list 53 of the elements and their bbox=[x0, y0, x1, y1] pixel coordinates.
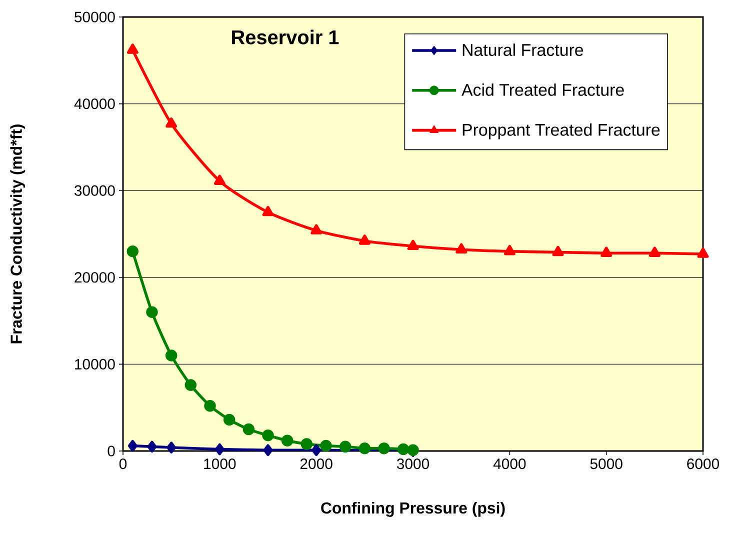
x-tick-label: 3000 bbox=[396, 458, 430, 470]
point bbox=[281, 434, 294, 446]
point bbox=[214, 443, 224, 456]
point bbox=[378, 442, 390, 454]
point bbox=[300, 438, 313, 450]
point bbox=[242, 423, 255, 436]
point bbox=[320, 440, 332, 452]
point bbox=[697, 248, 709, 258]
y-tick-label: 10000 bbox=[75, 358, 115, 370]
x-tick-label: 1000 bbox=[204, 458, 236, 470]
legend-label: Proppant Treated Fracture bbox=[462, 123, 660, 140]
annotation: Reservoir 1 bbox=[232, 30, 339, 44]
x-axis-title: Confining Pressure (psi) bbox=[321, 502, 505, 517]
x-tick-label: 0 bbox=[119, 458, 127, 470]
y-tick-label: 50000 bbox=[74, 12, 115, 22]
legend-label: Natural Fracture bbox=[462, 44, 584, 56]
point bbox=[166, 442, 176, 454]
x-tick-label: 6000 bbox=[687, 458, 720, 470]
x-tick-label: 4000 bbox=[493, 458, 526, 470]
point bbox=[126, 44, 138, 54]
y-tick-label: 40000 bbox=[74, 98, 115, 110]
point bbox=[263, 444, 273, 456]
point bbox=[504, 244, 516, 256]
point bbox=[456, 243, 468, 254]
point bbox=[165, 350, 178, 362]
y-axis-title: Fracture Conductivity (md*ft) bbox=[10, 124, 26, 344]
point bbox=[310, 224, 322, 234]
point bbox=[128, 440, 138, 452]
point bbox=[600, 246, 612, 257]
point bbox=[312, 444, 322, 456]
point bbox=[358, 442, 371, 454]
point bbox=[262, 206, 274, 216]
point bbox=[648, 246, 660, 257]
point bbox=[552, 246, 564, 256]
point bbox=[214, 174, 226, 185]
point bbox=[204, 400, 216, 412]
x-tick-label: 2000 bbox=[300, 458, 332, 470]
y-tick-label: 20000 bbox=[74, 272, 115, 283]
point bbox=[397, 443, 410, 456]
x-tick-label: 5000 bbox=[590, 458, 622, 470]
point bbox=[146, 306, 158, 318]
point bbox=[147, 440, 157, 453]
y-tick-label: 0 bbox=[108, 446, 115, 456]
y-tick-label: 30000 bbox=[74, 185, 115, 196]
point bbox=[358, 234, 370, 245]
point bbox=[184, 379, 197, 391]
point bbox=[407, 240, 419, 250]
point bbox=[223, 414, 236, 426]
point bbox=[166, 117, 178, 128]
legend-label: Acid Treated Fracture bbox=[462, 83, 624, 96]
point bbox=[126, 245, 139, 258]
point bbox=[262, 430, 274, 442]
point bbox=[339, 440, 352, 453]
